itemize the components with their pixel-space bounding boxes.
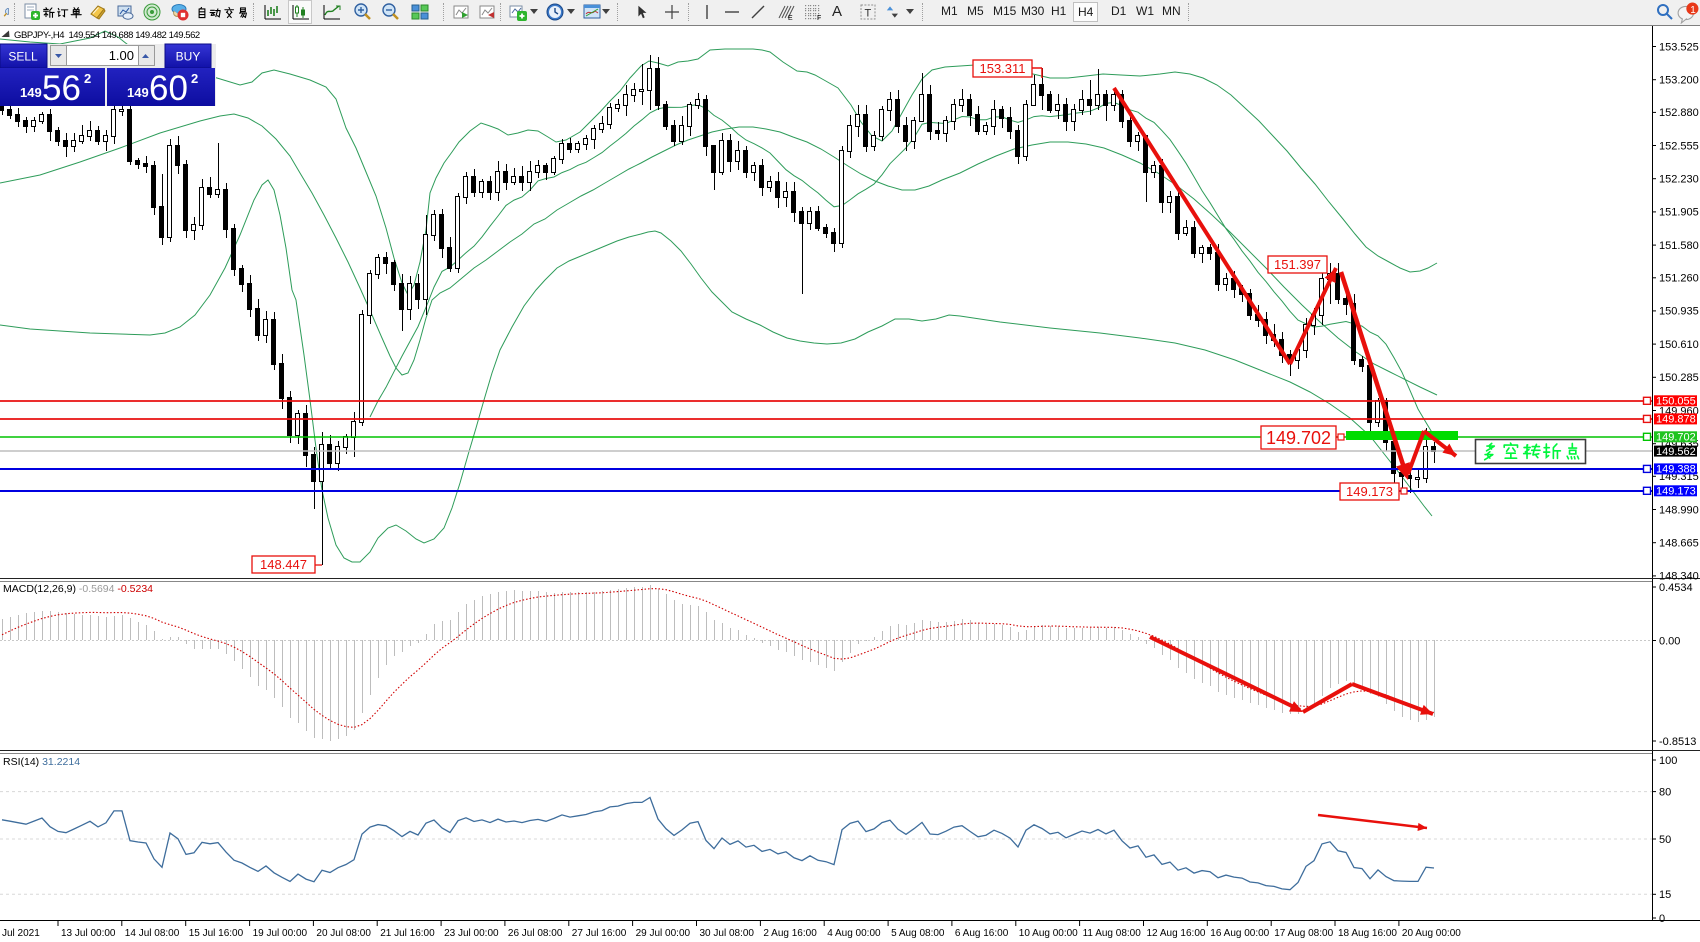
svg-text:2: 2 — [84, 71, 91, 86]
svg-text:149.388: 149.388 — [1656, 464, 1696, 476]
svg-text:20 Aug 00:00: 20 Aug 00:00 — [1402, 928, 1461, 939]
svg-text:50: 50 — [1659, 834, 1671, 846]
svg-text:6 Aug 16:00: 6 Aug 16:00 — [955, 928, 1009, 939]
svg-text:153.525: 153.525 — [1659, 41, 1699, 53]
svg-text:153.200: 153.200 — [1659, 75, 1699, 87]
svg-text:10 Aug 00:00: 10 Aug 00:00 — [1019, 928, 1078, 939]
svg-text:14 Jul 08:00: 14 Jul 08:00 — [125, 928, 180, 939]
svg-text:149.702: 149.702 — [1656, 432, 1696, 444]
svg-text:149.173: 149.173 — [1346, 484, 1393, 499]
svg-text:151.260: 151.260 — [1659, 273, 1699, 285]
svg-text:149: 149 — [20, 85, 42, 100]
svg-text:15 Jul 16:00: 15 Jul 16:00 — [189, 928, 244, 939]
svg-text:149.562: 149.562 — [1656, 446, 1696, 458]
svg-text:20 Jul 08:00: 20 Jul 08:00 — [316, 928, 371, 939]
svg-text:29 Jul 00:00: 29 Jul 00:00 — [636, 928, 691, 939]
svg-text:60: 60 — [149, 69, 188, 108]
svg-text:0: 0 — [1659, 913, 1665, 925]
svg-text:SELL: SELL — [8, 50, 38, 64]
svg-text:150.935: 150.935 — [1659, 306, 1699, 318]
svg-text:1: 1 — [1690, 5, 1696, 16]
svg-text:4 Aug 00:00: 4 Aug 00:00 — [827, 928, 881, 939]
svg-text:0.4534: 0.4534 — [1659, 582, 1693, 594]
svg-text:152.230: 152.230 — [1659, 174, 1699, 186]
svg-text:MACD(12,26,9) -0.5694 -0.5234: MACD(12,26,9) -0.5694 -0.5234 — [3, 583, 153, 595]
svg-text:5 Aug 08:00: 5 Aug 08:00 — [891, 928, 945, 939]
svg-text:30 Jul 08:00: 30 Jul 08:00 — [700, 928, 755, 939]
svg-text:21 Jul 16:00: 21 Jul 16:00 — [380, 928, 435, 939]
svg-text:27 Jul 16:00: 27 Jul 16:00 — [572, 928, 627, 939]
svg-text:GBPJPY-,H4 149.554 149.688 14: GBPJPY-,H4 149.554 149.688 149.482 149.5… — [14, 30, 200, 41]
svg-text:151.905: 151.905 — [1659, 207, 1699, 219]
svg-text:2: 2 — [191, 71, 198, 86]
svg-text:15: 15 — [1659, 889, 1671, 901]
svg-text:152.555: 152.555 — [1659, 140, 1699, 152]
svg-text:148.340: 148.340 — [1659, 571, 1699, 583]
svg-text:BUY: BUY — [176, 50, 201, 64]
svg-text:100: 100 — [1659, 755, 1677, 767]
svg-text:150.610: 150.610 — [1659, 339, 1699, 351]
svg-text:26 Jul 08:00: 26 Jul 08:00 — [508, 928, 563, 939]
svg-text:11 Aug 08:00: 11 Aug 08:00 — [1083, 928, 1142, 939]
svg-text:E: E — [788, 15, 793, 22]
svg-text:149.878: 149.878 — [1656, 414, 1696, 426]
svg-text:153.311: 153.311 — [979, 61, 1025, 76]
svg-text:1.00: 1.00 — [109, 48, 134, 63]
svg-text:152.880: 152.880 — [1659, 107, 1699, 119]
svg-text:151.397: 151.397 — [1274, 257, 1321, 272]
svg-text:Jul 2021: Jul 2021 — [2, 928, 40, 939]
svg-text:F: F — [817, 15, 821, 22]
svg-text:148.665: 148.665 — [1659, 538, 1699, 550]
svg-text:19 Jul 00:00: 19 Jul 00:00 — [253, 928, 308, 939]
svg-text:80: 80 — [1659, 786, 1671, 798]
svg-text:17 Aug 08:00: 17 Aug 08:00 — [1274, 928, 1333, 939]
svg-text:23 Jul 00:00: 23 Jul 00:00 — [444, 928, 499, 939]
svg-text:RSI(14) 31.2214: RSI(14) 31.2214 — [3, 756, 80, 768]
svg-text:56: 56 — [42, 69, 81, 108]
svg-text:T: T — [865, 8, 872, 20]
svg-text:149.173: 149.173 — [1656, 486, 1696, 498]
svg-text:149.702: 149.702 — [1266, 428, 1331, 448]
svg-text:148.990: 148.990 — [1659, 504, 1699, 516]
svg-text:150.285: 150.285 — [1659, 372, 1699, 384]
svg-text:2 Aug 16:00: 2 Aug 16:00 — [763, 928, 817, 939]
svg-text:16 Aug 00:00: 16 Aug 00:00 — [1210, 928, 1269, 939]
svg-text:0.00: 0.00 — [1659, 635, 1680, 647]
svg-text:-0.8513: -0.8513 — [1659, 736, 1696, 748]
svg-text:18 Aug 16:00: 18 Aug 16:00 — [1338, 928, 1397, 939]
svg-text:12 Aug 16:00: 12 Aug 16:00 — [1147, 928, 1206, 939]
svg-text:13 Jul 00:00: 13 Jul 00:00 — [61, 928, 116, 939]
svg-text:149: 149 — [127, 85, 149, 100]
svg-text:150.055: 150.055 — [1656, 396, 1696, 408]
svg-text:151.580: 151.580 — [1659, 240, 1699, 252]
svg-text:148.447: 148.447 — [260, 557, 307, 572]
